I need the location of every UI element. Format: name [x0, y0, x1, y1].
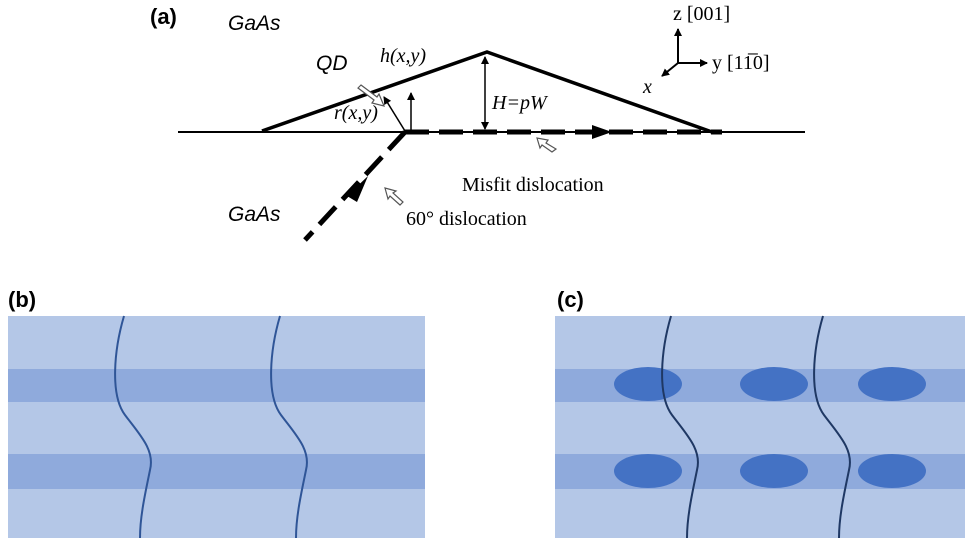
sixty-label: 60° dislocation [406, 208, 527, 230]
panel-label: (a) [150, 4, 177, 29]
panel-a: (a) GaAs QD h(x,y) r(x,y) H=pW z [001] y… [150, 3, 805, 240]
material-label: GaAs [228, 203, 281, 226]
substrate [555, 316, 965, 538]
sixty-dislocation [305, 132, 405, 240]
y-axis-label: y [11̅0] [712, 52, 770, 74]
quantum-dot [740, 367, 808, 401]
z-axis-label: z [001] [673, 3, 730, 25]
material-label: GaAs [228, 12, 281, 35]
r-arrow [384, 97, 405, 131]
r-label: r(x,y) [334, 102, 378, 124]
panel-label: (b) [8, 287, 36, 312]
substrate [8, 316, 425, 538]
panel-label: (c) [557, 287, 584, 312]
figure: (a) GaAs QD h(x,y) r(x,y) H=pW z [001] y… [0, 0, 965, 538]
h-label: h(x,y) [380, 45, 426, 67]
panel-b: (b) [8, 287, 425, 538]
H-label: H=pW [491, 92, 549, 114]
qd-label: QD [316, 52, 348, 75]
quantum-dot [858, 454, 926, 488]
quantum-dot [858, 367, 926, 401]
sixty-pointer [385, 188, 403, 205]
panel-c: (c) [555, 287, 965, 538]
quantum-dot [614, 454, 682, 488]
misfit-pointer [537, 138, 556, 152]
qd-layer [8, 369, 425, 402]
quantum-dot [614, 367, 682, 401]
misfit-label: Misfit dislocation [462, 174, 604, 196]
x-axis-label: x [642, 76, 652, 98]
qd-layer [8, 454, 425, 489]
x-axis-arrow [662, 63, 678, 76]
dislocation-arrowhead [592, 125, 612, 139]
quantum-dot [740, 454, 808, 488]
